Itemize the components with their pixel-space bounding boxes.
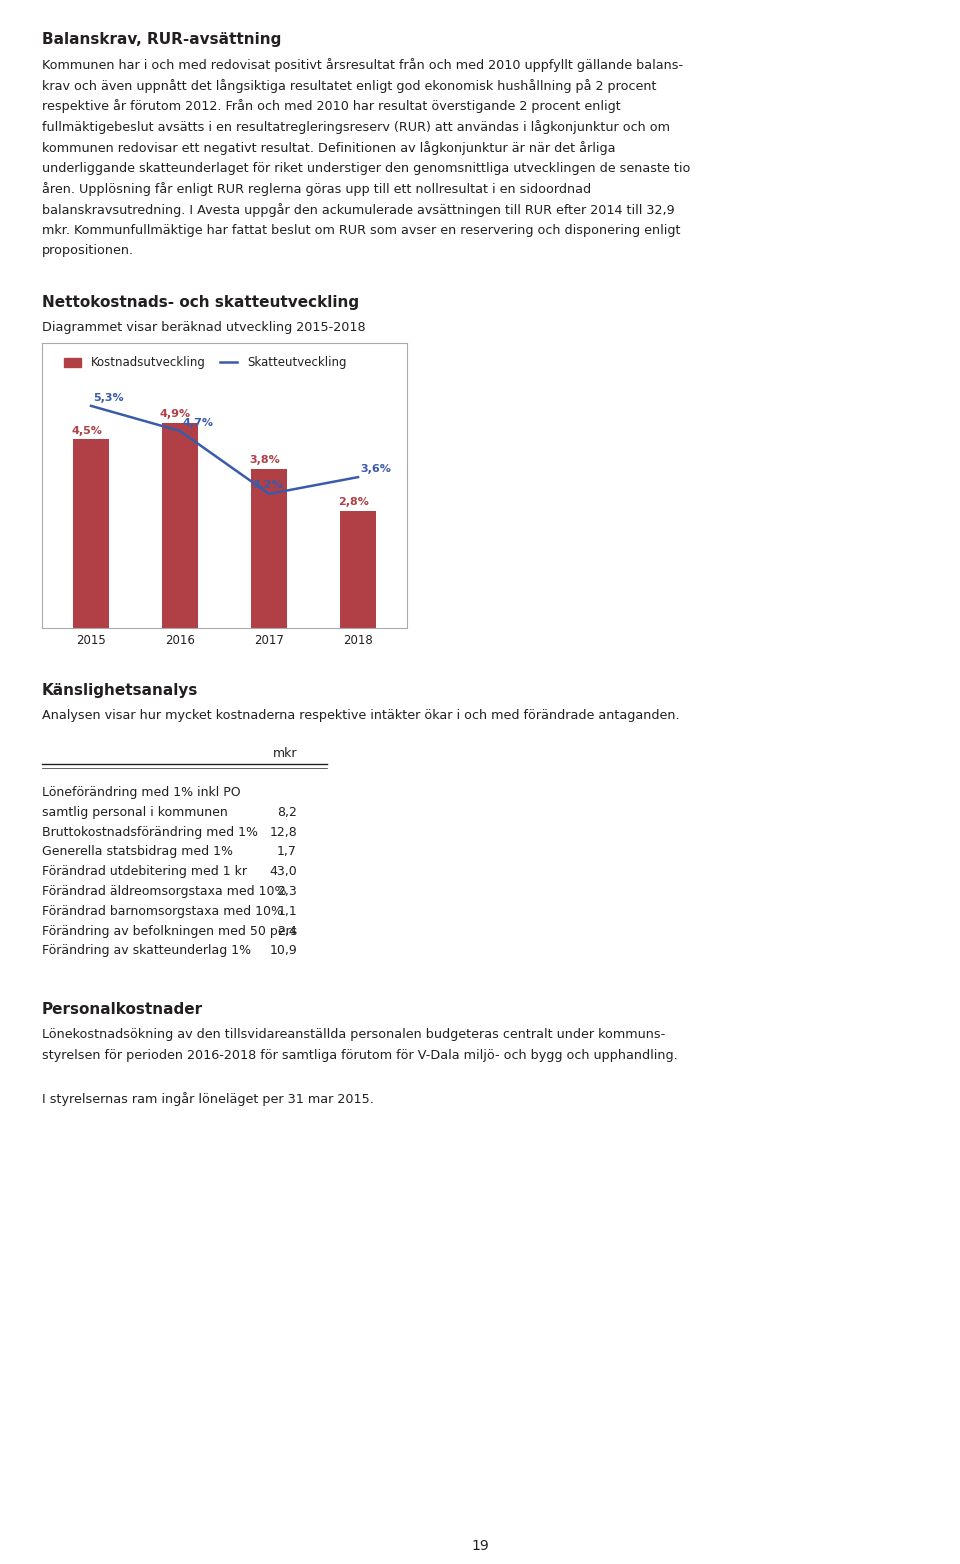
- Text: 3,8%: 3,8%: [250, 455, 280, 466]
- Bar: [162, 422, 198, 629]
- Text: Bruttokostnadsförändring med 1%: Bruttokostnadsförändring med 1%: [42, 826, 258, 838]
- Text: 1,7: 1,7: [277, 846, 297, 859]
- Text: 8,2: 8,2: [277, 805, 297, 820]
- Text: 5,3%: 5,3%: [93, 393, 124, 402]
- Text: Kommunen har i och med redovisat positivt årsresultat från och med 2010 uppfyllt: Kommunen har i och med redovisat positiv…: [42, 58, 684, 72]
- Text: fullmäktigebeslut avsätts i en resultatregleringsreserv (RUR) att användas i låg: fullmäktigebeslut avsätts i en resultatr…: [42, 120, 670, 135]
- Text: 12,8: 12,8: [269, 826, 297, 838]
- Text: respektive år förutom 2012. Från och med 2010 har resultat överstigande 2 procen: respektive år förutom 2012. Från och med…: [42, 100, 621, 113]
- Text: samtlig personal i kommunen: samtlig personal i kommunen: [42, 805, 228, 820]
- Text: Balanskrav, RUR-avsättning: Balanskrav, RUR-avsättning: [42, 31, 281, 47]
- Text: Nettokostnads- och skatteutveckling: Nettokostnads- och skatteutveckling: [42, 296, 359, 310]
- Text: 1,1: 1,1: [277, 906, 297, 918]
- Text: Generella statsbidrag med 1%: Generella statsbidrag med 1%: [42, 846, 233, 859]
- Text: Diagrammet visar beräknad utveckling 2015-2018: Diagrammet visar beräknad utveckling 201…: [42, 321, 366, 335]
- Text: 3,6%: 3,6%: [360, 465, 392, 474]
- Text: kommunen redovisar ett negativt resultat. Definitionen av lågkonjunktur är när d: kommunen redovisar ett negativt resultat…: [42, 141, 615, 155]
- Text: styrelsen för perioden 2016-2018 för samtliga förutom för V-Dala miljö- och bygg: styrelsen för perioden 2016-2018 för sam…: [42, 1049, 678, 1062]
- Text: I styrelsernas ram ingår löneläget per 31 mar 2015.: I styrelsernas ram ingår löneläget per 3…: [42, 1092, 373, 1106]
- Text: 3,2%: 3,2%: [252, 480, 283, 490]
- Text: 4,7%: 4,7%: [182, 418, 213, 427]
- Text: Personalkostnader: Personalkostnader: [42, 1003, 204, 1017]
- Bar: [340, 511, 376, 629]
- Text: krav och även uppnått det långsiktiga resultatet enligt god ekonomisk hushållnin: krav och även uppnått det långsiktiga re…: [42, 78, 657, 92]
- Text: mkr: mkr: [273, 748, 297, 760]
- Text: Förändring av befolkningen med 50 pers: Förändring av befolkningen med 50 pers: [42, 924, 298, 937]
- Text: underliggande skatteunderlaget för riket understiger den genomsnittliga utveckli: underliggande skatteunderlaget för riket…: [42, 161, 690, 175]
- Text: Löneförändring med 1% inkl PO: Löneförändring med 1% inkl PO: [42, 787, 241, 799]
- Bar: [73, 439, 108, 629]
- Text: balanskravsutredning. I Avesta uppgår den ackumulerade avsättningen till RUR eft: balanskravsutredning. I Avesta uppgår de…: [42, 203, 675, 217]
- Text: åren. Upplösning får enligt RUR reglerna göras upp till ett nollresultat i en si: åren. Upplösning får enligt RUR reglerna…: [42, 181, 591, 196]
- Text: 2,8%: 2,8%: [338, 497, 369, 507]
- Text: Känslighetsanalys: Känslighetsanalys: [42, 683, 199, 698]
- Text: mkr. Kommunfullmäktige har fattat beslut om RUR som avser en reservering och dis: mkr. Kommunfullmäktige har fattat beslut…: [42, 224, 681, 236]
- Text: 4,5%: 4,5%: [71, 425, 102, 436]
- Text: Förändrad barnomsorgstaxa med 10%: Förändrad barnomsorgstaxa med 10%: [42, 906, 283, 918]
- Text: Förändrad äldreomsorgstaxa med 10%: Förändrad äldreomsorgstaxa med 10%: [42, 885, 286, 898]
- Legend: Kostnadsutveckling, Skatteutveckling: Kostnadsutveckling, Skatteutveckling: [59, 352, 351, 374]
- Text: Analysen visar hur mycket kostnaderna respektive intäkter ökar i och med förändr: Analysen visar hur mycket kostnaderna re…: [42, 708, 680, 723]
- Text: Förändring av skatteunderlag 1%: Förändring av skatteunderlag 1%: [42, 945, 252, 957]
- Text: 19: 19: [471, 1539, 489, 1553]
- Text: propositionen.: propositionen.: [42, 244, 134, 258]
- Text: Lönekostnadsökning av den tillsvidareanställda personalen budgeteras centralt un: Lönekostnadsökning av den tillsvidareans…: [42, 1028, 665, 1042]
- Bar: [252, 469, 287, 629]
- Text: 10,9: 10,9: [269, 945, 297, 957]
- Text: 2,3: 2,3: [277, 885, 297, 898]
- Text: 43,0: 43,0: [269, 865, 297, 879]
- Text: 4,9%: 4,9%: [160, 410, 191, 419]
- Text: Förändrad utdebitering med 1 kr: Förändrad utdebitering med 1 kr: [42, 865, 247, 879]
- Text: 2,4: 2,4: [277, 924, 297, 937]
